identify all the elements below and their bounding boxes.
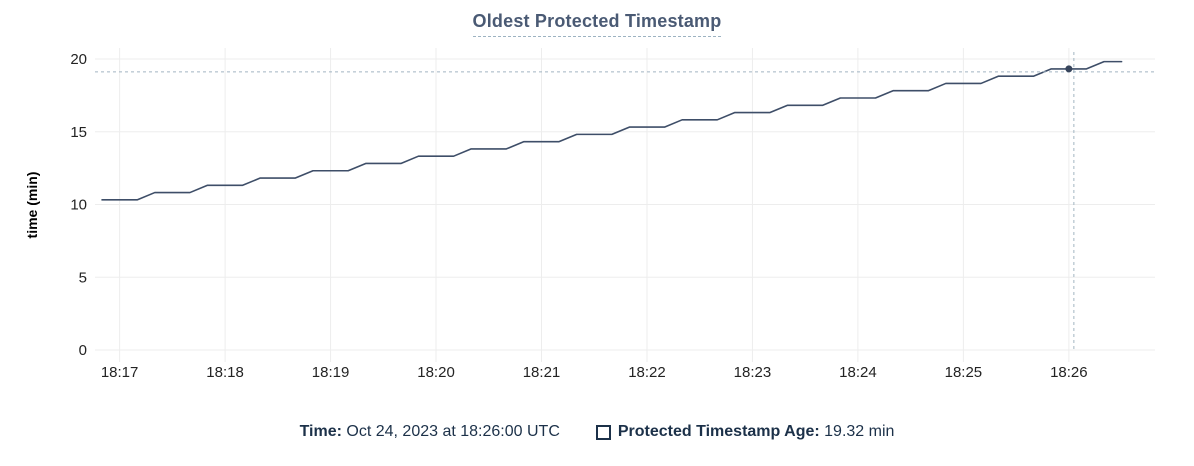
- svg-text:18:20: 18:20: [417, 364, 455, 381]
- svg-text:18:21: 18:21: [523, 364, 561, 381]
- hover-crosshair: [95, 52, 1155, 350]
- svg-text:5: 5: [79, 269, 87, 286]
- svg-text:18:26: 18:26: [1050, 364, 1088, 381]
- svg-text:20: 20: [70, 51, 87, 68]
- svg-text:18:23: 18:23: [734, 364, 772, 381]
- hover-time-readout: Time: Oct 24, 2023 at 18:26:00 UTC: [300, 423, 560, 441]
- gridlines: [95, 48, 1155, 362]
- svg-text:18:19: 18:19: [312, 364, 350, 381]
- svg-text:18:18: 18:18: [206, 364, 244, 381]
- legend-item-protected-timestamp-age[interactable]: Protected Timestamp Age: 19.32 min: [595, 423, 895, 441]
- y-axis-title: time (min): [24, 172, 40, 239]
- y-axis-tick-labels: 0 5 10 15 20: [70, 51, 87, 359]
- svg-text:15: 15: [70, 124, 87, 141]
- chart-header: Oldest Protected Timestamp: [0, 11, 1194, 37]
- series-line-protected-timestamp-age: [101, 60, 1123, 201]
- svg-text:18:24: 18:24: [839, 364, 877, 381]
- svg-text:10: 10: [70, 197, 87, 214]
- series-label: Protected Timestamp Age:: [617, 423, 820, 440]
- chart-title[interactable]: Oldest Protected Timestamp: [472, 11, 722, 37]
- hover-point-dot: [1065, 65, 1073, 73]
- svg-text:0: 0: [79, 342, 87, 359]
- svg-text:18:17: 18:17: [101, 364, 139, 381]
- series-hover-value: 19.32 min: [824, 423, 895, 440]
- svg-text:18:25: 18:25: [945, 364, 983, 381]
- x-axis-tick-labels: 18:17 18:18 18:19 18:20 18:21 18:22 18:23 18:24…: [101, 364, 1088, 381]
- chart-hover-legend: Time: Oct 24, 2023 at 18:26:00 UTC Prote…: [0, 423, 1194, 441]
- series-swatch-icon: [595, 424, 611, 440]
- svg-text:18:22: 18:22: [628, 364, 666, 381]
- hover-time-label: Time:: [299, 423, 342, 440]
- hover-time-value: Oct 24, 2023 at 18:26:00 UTC: [346, 423, 560, 440]
